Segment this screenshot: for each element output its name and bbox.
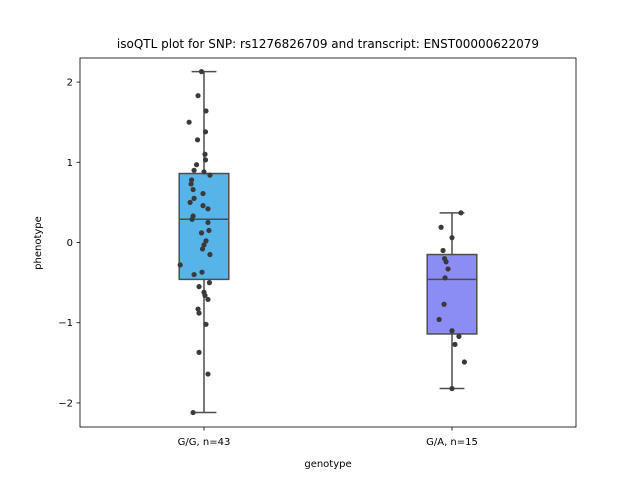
data-point: [445, 266, 451, 272]
data-point: [199, 269, 205, 275]
data-point: [177, 262, 183, 268]
data-point: [443, 259, 449, 265]
data-point: [206, 280, 213, 286]
data-point: [187, 199, 193, 205]
data-point: [191, 195, 197, 201]
x-tick-label: G/A, n=15: [426, 437, 478, 448]
data-point: [205, 219, 211, 226]
data-point: [449, 385, 455, 392]
plot-frame: [79, 57, 577, 428]
data-point: [202, 129, 209, 135]
data-point: [191, 167, 197, 173]
data-point: [203, 108, 209, 114]
data-point: [205, 371, 211, 377]
data-point: [200, 203, 206, 209]
data-point: [190, 186, 196, 193]
data-point: [194, 137, 201, 143]
data-point: [206, 227, 212, 234]
data-point: [441, 301, 447, 307]
data-point: [189, 177, 195, 183]
data-point: [201, 169, 207, 175]
data-point: [186, 119, 192, 125]
data-point: [461, 359, 467, 365]
data-point: [438, 224, 444, 230]
x-axis-label: genotype: [304, 459, 351, 470]
data-point: [193, 162, 200, 168]
boxes: [178, 70, 478, 414]
data-point: [449, 235, 455, 241]
data-point: [202, 292, 208, 299]
y-axis-label: phenotype: [33, 216, 44, 270]
data-point: [205, 296, 211, 303]
data-point: [440, 247, 446, 254]
data-point: [202, 151, 208, 157]
data-point: [190, 409, 196, 416]
data-point: [207, 251, 213, 258]
data-point: [195, 93, 201, 99]
data-point: [456, 333, 462, 339]
data-point: [191, 271, 197, 278]
data-point: [436, 316, 442, 323]
data-point: [202, 157, 209, 163]
data-point: [196, 284, 202, 290]
y-tick-label: 1: [67, 158, 73, 169]
data-point: [200, 190, 206, 197]
data-point: [452, 341, 458, 347]
data-point: [199, 246, 206, 252]
data-point: [198, 69, 205, 75]
data-point: [189, 216, 195, 222]
data-point: [198, 230, 205, 236]
data-point: [442, 275, 448, 281]
box-iqr: [178, 172, 230, 281]
data-point: [196, 310, 202, 316]
data-points: [177, 69, 467, 416]
data-point: [196, 349, 202, 355]
y-tick-label: 0: [67, 238, 73, 249]
data-point: [207, 172, 213, 178]
data-point: [188, 181, 194, 187]
box-iqr: [426, 253, 478, 335]
y-tick-label: −2: [58, 398, 73, 409]
x-axis: G/G, n=43 G/A, n=15: [178, 427, 478, 448]
chart-title: isoQTL plot for SNP: rs1276826709 and tr…: [117, 37, 539, 51]
data-point: [205, 206, 211, 212]
y-tick-label: 2: [67, 78, 73, 89]
y-axis: −2 −1 0 1 2: [58, 78, 80, 409]
data-point: [458, 210, 464, 216]
y-tick-label: −1: [58, 318, 73, 329]
data-point: [195, 306, 201, 312]
x-tick-label: G/G, n=43: [178, 437, 231, 448]
data-point: [203, 321, 209, 327]
data-point: [201, 242, 207, 248]
data-point: [449, 328, 455, 334]
data-point: [203, 238, 209, 244]
